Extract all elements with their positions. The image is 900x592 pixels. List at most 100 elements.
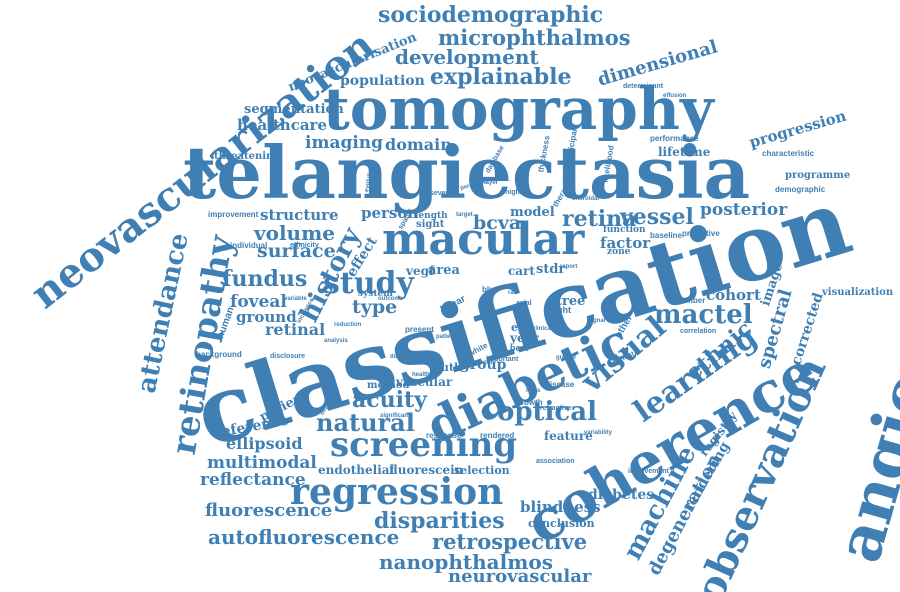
word-blindness: blindness: [520, 498, 601, 516]
word-variable: variable: [284, 296, 307, 302]
word-domain: domain: [385, 135, 452, 154]
word-higher: higher: [505, 189, 527, 196]
word-light: light: [552, 305, 571, 315]
word-refractive: refractive: [540, 405, 572, 412]
word-visualization: visualization: [822, 287, 894, 298]
word-best: best: [510, 343, 529, 353]
word-cart: cart: [508, 264, 535, 278]
word-acuity: acuity: [352, 387, 427, 413]
word-significant: significant: [380, 413, 411, 419]
word-programme: programme: [785, 170, 851, 181]
word-neurovascular: neurovascular: [448, 566, 592, 587]
word-sociodemographic: sociodemographic: [378, 2, 604, 28]
word-disparities: disparities: [374, 508, 505, 534]
word-length: length: [415, 211, 448, 221]
word-screening: screening: [330, 425, 518, 465]
word-association: association: [536, 458, 575, 465]
word-month: month: [474, 360, 493, 366]
word-study: study: [323, 266, 414, 301]
word-reflectance: reflectance: [200, 470, 306, 490]
word-ethnicity: ethnicity: [290, 242, 319, 249]
word-retrospective: retrospective: [432, 529, 588, 554]
word-group: group: [460, 357, 507, 373]
word-diabetes: diabetes: [588, 487, 655, 503]
word-determinant: determinant: [623, 83, 664, 90]
word-nanophthalmos: nanophthalmos: [379, 550, 554, 574]
word-development: development: [395, 45, 539, 69]
word-tree: tree: [556, 294, 586, 309]
word-performance: performance: [650, 134, 699, 143]
word-ground: ground: [236, 308, 297, 326]
word-threatening: threatening: [214, 151, 281, 162]
word-pattern: pattern: [436, 334, 457, 340]
word-truth: truth: [430, 361, 462, 374]
word-report: report: [560, 264, 578, 270]
word-nhos: nhos: [526, 388, 541, 394]
word-feature: feature: [544, 429, 593, 443]
word-present: present: [405, 325, 434, 334]
word-fluorescence: fluorescence: [205, 500, 333, 521]
word-outcome: outcome: [378, 296, 404, 302]
word-response: response: [426, 431, 462, 440]
word-foveal: foveal: [230, 292, 287, 312]
word-effusion: effusion: [663, 93, 687, 99]
word-posterior: posterior: [700, 200, 788, 220]
word-axial: axial: [516, 300, 532, 307]
word-baseline: baseline: [650, 231, 683, 240]
word-target: target: [456, 212, 473, 218]
word-fluorescein: fluorescein: [389, 463, 464, 477]
word-retinal: retinal: [265, 320, 326, 339]
word-optical: optical: [497, 397, 597, 427]
word-selection: selection: [454, 464, 510, 477]
word-segmentation: segmentation: [244, 102, 344, 117]
word-imaging: imaging: [305, 133, 384, 153]
word-person: person: [361, 204, 419, 222]
word-macular: macular: [382, 214, 585, 265]
word-sight: sight: [416, 219, 445, 230]
word-vegf: vegf: [406, 264, 435, 278]
word-reduction: reduction: [334, 322, 362, 328]
word-bcva: bcva: [473, 212, 522, 234]
word-area: area: [428, 263, 460, 278]
word-function: function: [603, 225, 646, 235]
word-vascular: vascular: [396, 375, 453, 389]
word-analysis: analysis: [324, 338, 348, 344]
word-number: number: [676, 296, 706, 305]
word-lifetime: lifetime: [658, 145, 711, 159]
word-volume: volume: [254, 221, 335, 245]
word-healthy: healthy: [412, 372, 434, 378]
word-mactel: mactel: [654, 300, 753, 330]
word-natural: natural: [316, 408, 415, 437]
word-system: system: [358, 289, 393, 299]
word-healthcare: healthcare: [237, 116, 327, 134]
word-growth: growth: [516, 398, 543, 407]
word-microphthalmos: microphthalmos: [438, 25, 631, 50]
word-autofluorescence: autofluorescence: [208, 525, 400, 549]
word-blue: blue: [482, 285, 499, 294]
word-telangiectasia: telangiectasia: [183, 130, 751, 215]
word-ellipsoid: ellipsoid: [226, 434, 303, 453]
word-cohort: cohort: [706, 286, 761, 304]
word-retina: retina: [562, 206, 637, 232]
word-stdr: stdr: [536, 262, 566, 277]
word-endothelial: endothelial: [318, 463, 395, 477]
word-severity: severity: [430, 190, 457, 197]
word-clinical: clinical: [532, 326, 553, 332]
word-structure: structure: [260, 206, 339, 224]
word-multimodal: multimodal: [207, 453, 317, 473]
word-vessel: vessel: [620, 204, 694, 230]
word-regression: regression: [290, 471, 504, 513]
word-disclosure: disclosure: [270, 353, 306, 360]
word-background: background: [196, 350, 242, 359]
word-progression: progression: [747, 106, 849, 152]
word-correlation: correlation: [680, 328, 717, 335]
word-signal: signal: [588, 318, 606, 324]
word-explainable: explainable: [430, 64, 572, 90]
word-fundus: fundus: [222, 266, 308, 292]
word-improvement: improvement: [208, 210, 259, 219]
word-predictive: predictive: [682, 229, 720, 238]
word-eye: eye: [511, 321, 532, 334]
word-factor: factor: [600, 234, 651, 252]
word-model: model: [510, 205, 555, 220]
